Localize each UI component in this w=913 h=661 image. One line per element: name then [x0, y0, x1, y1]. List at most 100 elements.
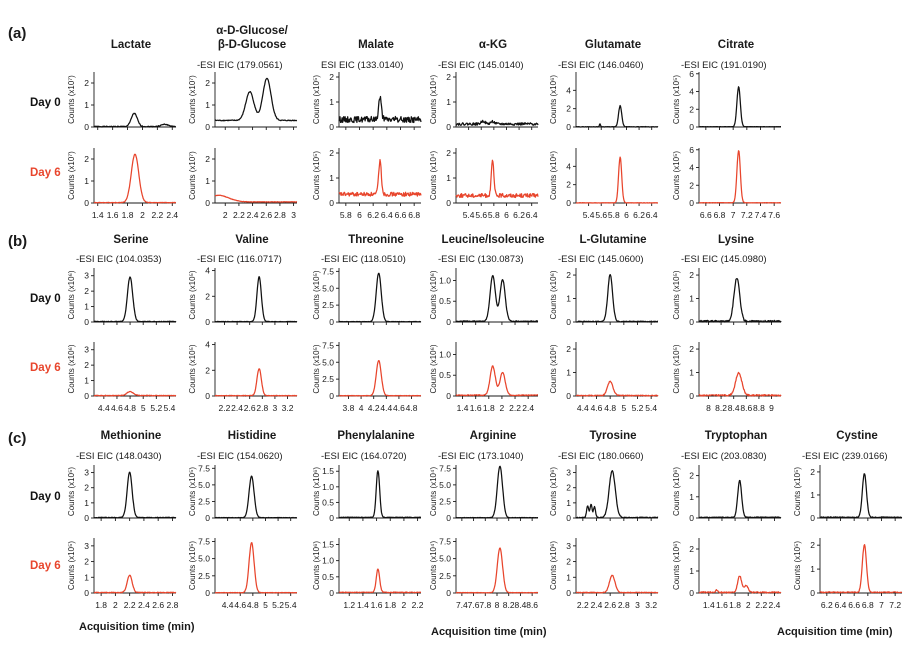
trace-line-day0 — [575, 470, 659, 519]
chart-panel-malate: Malate ESI EIC (133.0140) 1 2 0 Counts (x10⁵)… — [312, 39, 422, 220]
trace-line-day6 — [93, 153, 177, 204]
y-axis-label: Counts (x10⁵) — [672, 344, 681, 393]
x-tick-label: 6.2 — [821, 600, 833, 610]
y-tick-label: 1 — [689, 492, 694, 502]
x-tick-label: 4.6 — [111, 403, 123, 413]
y-tick-label: 0 — [689, 391, 694, 401]
y-axis-label: Counts (x10⁶) — [429, 270, 438, 319]
row-label-day0-a: Day 0 — [30, 97, 61, 109]
x-tick-label: 6.8 — [862, 600, 874, 610]
y-tick-label: 1 — [810, 564, 815, 574]
y-tick-label: 2 — [689, 180, 694, 190]
y-axis-label: Counts (x10⁷) — [188, 151, 197, 200]
y-tick-label: 0.5 — [439, 296, 451, 306]
axis-lines — [698, 465, 781, 519]
y-tick-label: 0 — [446, 317, 451, 327]
x-axis-label-left: Acquisition time (min) — [79, 621, 195, 633]
y-tick-label: 0.5 — [322, 497, 334, 507]
x-tick-label: 5.4 — [463, 210, 475, 220]
y-axis-label: Counts (x10⁷) — [188, 75, 197, 124]
y-tick-label: 4 — [689, 87, 694, 97]
y-tick-label: 5.0 — [198, 554, 210, 564]
y-tick-label: 0 — [205, 122, 210, 132]
x-tick-label: 2.2 — [233, 210, 245, 220]
y-tick-label: 2.5 — [322, 374, 334, 384]
trace-line-day6 — [575, 574, 659, 594]
y-tick-label: 2 — [566, 483, 571, 493]
x-tick-label: 2.2 — [219, 403, 231, 413]
eic-label: ESI EIC (133.0140) — [321, 60, 403, 71]
y-tick-label: 2 — [689, 471, 694, 481]
x-tick-label: 2.4 — [522, 403, 534, 413]
chart-title: Citrate — [718, 39, 754, 51]
chart-title: Lysine — [718, 234, 754, 246]
chart-panel-arginine: Arginine -ESI EIC (173.1040) 2.5 5.0 7.5 0 Cou… — [429, 430, 538, 610]
x-tick-label: 1.6 — [107, 210, 119, 220]
x-tick-label: 4.8 — [406, 403, 418, 413]
y-tick-label: 2 — [84, 557, 89, 567]
trace-line-day0 — [214, 475, 298, 519]
x-axis-label-right: Acquisition time (min) — [777, 626, 893, 638]
x-tick-label: 5.8 — [608, 210, 620, 220]
x-tick-label: 6.8 — [408, 210, 420, 220]
y-tick-label: 3 — [566, 541, 571, 551]
x-tick-label: 5 — [621, 403, 626, 413]
trace-line-day6 — [698, 575, 782, 594]
y-tick-label: 0 — [566, 122, 571, 132]
subplot-day0: 2.5 5.0 7.5 0 Counts (x10⁴) — [429, 463, 539, 523]
y-tick-label: 1 — [810, 490, 815, 500]
y-tick-label: 3 — [84, 345, 89, 355]
x-tick-label: 6.4 — [835, 600, 847, 610]
x-tick-label: 6 — [357, 210, 362, 220]
x-tick-label: 5.4 — [583, 210, 595, 220]
trace-line-day6 — [338, 158, 422, 197]
y-tick-label: 2 — [329, 72, 334, 82]
y-tick-label: 1 — [84, 302, 89, 312]
chart-title: Glutamate — [585, 39, 641, 51]
trace-line-day6 — [338, 359, 422, 397]
y-tick-label: 2 — [329, 148, 334, 158]
chart-panel-valine: Valine -ESI EIC (116.0717) 2 4 0 Counts (x10⁵… — [188, 234, 298, 413]
x-tick-label: 6.6 — [700, 210, 712, 220]
y-tick-label: 2 — [566, 104, 571, 114]
y-tick-label: 0 — [566, 317, 571, 327]
subplot-day0: 0.5 1.0 1.5 0 Counts (x10⁶) — [312, 465, 422, 523]
x-tick-label: 1.4 — [357, 600, 369, 610]
x-tick-label: 4.8 — [247, 600, 259, 610]
y-axis-label: Counts (x10⁵) — [672, 75, 681, 124]
subplot-day0: 1 2 3 0 Counts (x10⁶) — [67, 268, 177, 327]
y-tick-label: 0.5 — [439, 370, 451, 380]
y-tick-label: 0 — [446, 588, 451, 598]
x-tick-label: 5.4 — [645, 403, 657, 413]
y-tick-label: 1 — [566, 368, 571, 378]
y-tick-label: 3 — [566, 468, 571, 478]
x-tick-label: 5.8 — [340, 210, 352, 220]
subplot-day0: 0.5 1.0 0 Counts (x10⁶) — [429, 268, 539, 327]
axis-lines — [214, 268, 297, 323]
row-label-day6-a: Day 6 — [30, 167, 61, 179]
x-tick-label: 5.6 — [595, 210, 607, 220]
row-label-day0-c: Day 0 — [30, 491, 61, 503]
section-label-b: (b) — [8, 233, 27, 250]
chart-panel-threonine: Threonine -ESI EIC (118.0510) 2.5 5.0 7.5 0 Co… — [312, 234, 422, 413]
x-tick-label: 5.6 — [475, 210, 487, 220]
subplot-day6: 1 2 0 Counts (x10⁴) — [429, 148, 539, 208]
x-tick-label: 6.6 — [848, 600, 860, 610]
y-tick-label: 2 — [689, 270, 694, 280]
y-axis-label: Counts (x10⁵) — [188, 344, 197, 393]
x-tick-label: 2 — [746, 600, 751, 610]
x-tick-label: 5.2 — [632, 403, 644, 413]
eic-label: -ESI EIC (145.0600) — [558, 254, 644, 265]
y-tick-label: 2 — [205, 365, 210, 375]
y-tick-label: 0 — [205, 513, 210, 523]
y-tick-label: 1 — [84, 176, 89, 186]
eic-label: -ESI EIC (180.0660) — [558, 451, 644, 462]
x-tick-label: 3 — [273, 403, 278, 413]
x-tick-label: 2.4 — [138, 600, 150, 610]
y-tick-label: 1 — [84, 498, 89, 508]
subplot-day6: 1 2 0 Counts (x10⁵) — [672, 342, 782, 401]
x-tick-label: 2.2 — [151, 210, 163, 220]
y-tick-label: 7.5 — [198, 463, 210, 473]
y-tick-label: 1.0 — [322, 556, 334, 566]
